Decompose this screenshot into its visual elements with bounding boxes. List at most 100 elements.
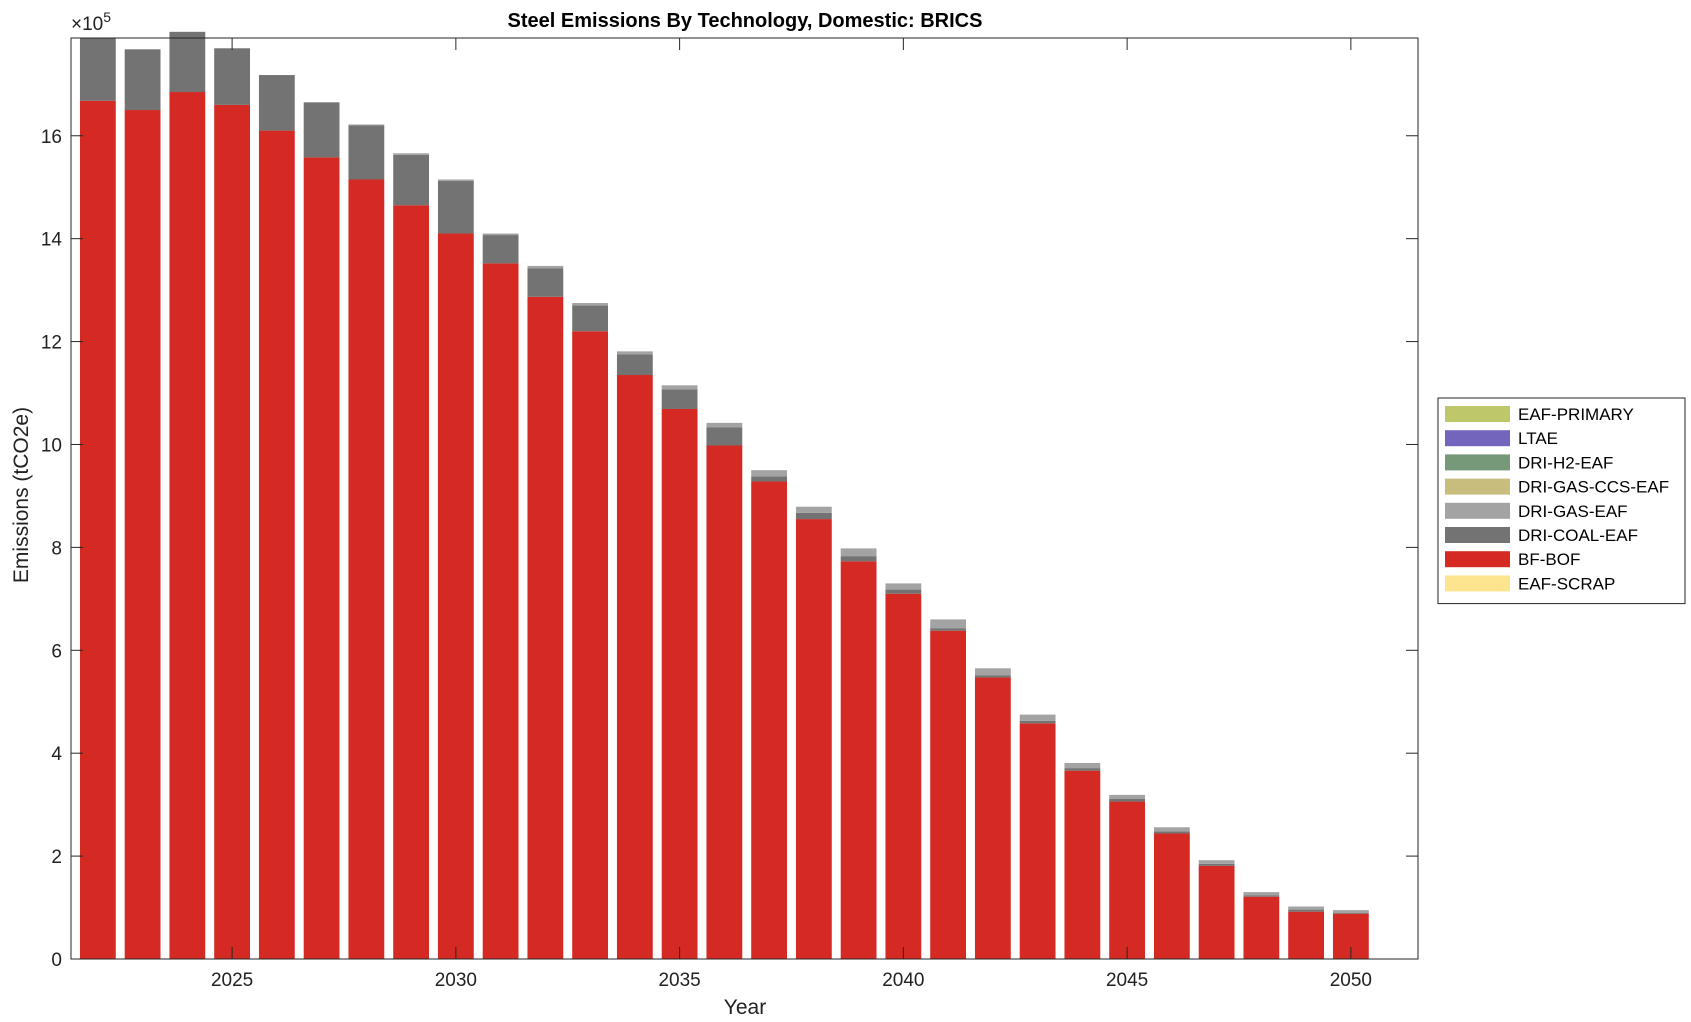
y-tick-label-14: 14 (41, 230, 63, 251)
bar-segment-dri-coal-eaf-2040 (885, 589, 922, 594)
bar-segment-dri-gas-eaf-2029 (393, 153, 430, 155)
y-tick-label-12: 12 (41, 333, 62, 354)
bar-segment-dri-gas-eaf-2049 (1288, 906, 1325, 910)
bar-segment-dri-gas-eaf-2034 (616, 351, 653, 355)
y-axis-label: Emissions (tCO2e) (10, 407, 33, 583)
bar-segment-bf-bof-2035 (661, 408, 698, 960)
bar-segment-bf-bof-2033 (572, 331, 609, 959)
bar-segment-dri-gas-eaf-2038 (795, 506, 832, 513)
bar-segment-bf-bof-2025 (214, 104, 250, 959)
bar-segment-dri-coal-eaf-2025 (214, 48, 250, 105)
bar-segment-bf-bof-2046 (1153, 833, 1190, 959)
x-tick-label-2045: 2045 (1106, 970, 1148, 991)
axes-layer: 0 2 4 6 8 10 12 14 16 2025 2030 2035 2040 2045 2050 (41, 37, 1419, 991)
bar-segment-dri-gas-eaf-2030 (437, 179, 474, 182)
legend-swatch-dri-coal-eaf (1445, 527, 1510, 543)
bar-segment-bf-bof-2047 (1198, 865, 1235, 959)
legend-swatch-dri-gas-eaf (1445, 502, 1510, 519)
bar-segment-dri-coal-eaf-2043 (1019, 720, 1056, 724)
y-tick-label-10: 10 (41, 435, 62, 456)
y-axis-exponent: ×105 (71, 9, 111, 35)
legend-label-dri-coal-eaf: DRI-COAL-EAF (1518, 526, 1638, 545)
y-tick-label-0: 0 (51, 950, 62, 971)
bar-segment-dri-gas-eaf-2046 (1153, 827, 1190, 832)
bar-segment-bf-bof-2027 (303, 157, 340, 959)
bar-segment-bf-bof-2039 (840, 561, 877, 959)
bar-segment-bf-bof-2030 (437, 233, 474, 959)
bar-segment-dri-gas-eaf-2044 (1064, 762, 1101, 769)
bar-segment-dri-gas-eaf-2031 (482, 233, 519, 236)
bar-segment-dri-coal-eaf-2033 (572, 305, 609, 332)
legend-swatch-eaf-scrap (1445, 575, 1510, 592)
bar-segment-bf-bof-2041 (930, 630, 967, 959)
bar-segment-dri-coal-eaf-2023 (124, 49, 161, 111)
bar-segment-dri-gas-eaf-2033 (572, 302, 609, 306)
bar-segment-dri-coal-eaf-2036 (706, 427, 743, 446)
bar-segment-bf-bof-2038 (795, 519, 832, 959)
legend-label-eaf-scrap: EAF-SCRAP (1518, 574, 1615, 593)
bar-segment-dri-coal-eaf-2044 (1064, 768, 1101, 771)
bar-segment-bf-bof-2023 (124, 110, 161, 959)
bar-segment-bf-bof-2031 (482, 263, 519, 959)
bar-segment-dri-gas-eaf-2042 (974, 668, 1011, 676)
bar-segment-dri-gas-eaf-2035 (661, 385, 698, 390)
x-tick-label-2040: 2040 (882, 970, 924, 991)
legend-label-eaf-primary: EAF-PRIMARY (1518, 405, 1634, 424)
bar-segment-dri-coal-eaf-2047 (1198, 863, 1235, 866)
bar-segment-dri-gas-eaf-2032 (527, 265, 564, 269)
bar-segment-dri-coal-eaf-2028 (348, 125, 385, 180)
bar-segment-dri-gas-eaf-2041 (930, 619, 967, 629)
bar-segment-dri-coal-eaf-2029 (393, 154, 430, 206)
legend-swatch-eaf-primary (1445, 406, 1510, 422)
bar-segment-bf-bof-2043 (1019, 723, 1056, 959)
bar-segment-dri-coal-eaf-2030 (437, 181, 474, 234)
y-exponent-power: 5 (103, 9, 111, 25)
bar-segment-dri-coal-eaf-2049 (1288, 909, 1325, 912)
bar-segment-bf-bof-2026 (258, 130, 295, 960)
x-axis-label: Year (724, 996, 766, 1019)
bar-segment-dri-coal-eaf-2032 (527, 268, 564, 297)
x-tick-label-2035: 2035 (658, 970, 700, 991)
bar-segment-bf-bof-2040 (885, 593, 922, 959)
bar-segment-bf-bof-2044 (1064, 770, 1101, 959)
bar-segment-dri-coal-eaf-2034 (616, 354, 653, 376)
bar-segment-dri-gas-eaf-2028 (348, 124, 385, 126)
bar-segment-dri-coal-eaf-2038 (795, 512, 832, 520)
x-tick-label-2030: 2030 (435, 970, 477, 991)
bar-segment-dri-coal-eaf-2035 (661, 389, 698, 409)
bar-segment-bf-bof-2028 (348, 179, 385, 960)
bar-segment-dri-coal-eaf-2046 (1153, 831, 1190, 834)
y-tick-label-6: 6 (51, 641, 62, 662)
bar-segment-dri-coal-eaf-2026 (258, 75, 295, 131)
bar-segment-bf-bof-2049 (1288, 911, 1325, 959)
bar-segment-dri-coal-eaf-2039 (840, 556, 877, 562)
legend-label-dri-gas-eaf: DRI-GAS-EAF (1518, 502, 1628, 521)
bar-segment-dri-coal-eaf-2045 (1109, 798, 1146, 802)
y-tick-label-4: 4 (51, 744, 62, 765)
bar-segment-dri-coal-eaf-2031 (482, 235, 519, 264)
legend-label-dri-gas-ccs-eaf: DRI-GAS-CCS-EAF (1518, 478, 1669, 497)
bar-segment-dri-gas-eaf-2045 (1109, 794, 1146, 799)
bar-segment-bf-bof-2024 (169, 92, 206, 959)
bar-segment-bf-bof-2042 (974, 677, 1011, 959)
bar-segment-dri-gas-eaf-2050 (1332, 910, 1369, 913)
bar-segment-bf-bof-2029 (393, 205, 430, 960)
legend-swatch-dri-h2-eaf (1445, 454, 1510, 471)
bar-segment-bf-bof-2045 (1109, 801, 1146, 959)
y-tick-label-2: 2 (51, 847, 62, 868)
bar-segment-bf-bof-2037 (751, 481, 788, 959)
legend-label-ltae: LTAE (1518, 429, 1558, 448)
legend-swatch-dri-gas-ccs-eaf (1445, 478, 1510, 495)
bar-segment-dri-gas-eaf-2040 (885, 583, 922, 590)
bar-segment-dri-coal-eaf-2027 (303, 102, 340, 158)
y-exponent-base: ×10 (71, 14, 103, 35)
bar-segment-dri-gas-eaf-2039 (840, 548, 877, 557)
legend-swatch-ltae (1445, 430, 1510, 447)
bar-segment-dri-gas-eaf-2036 (706, 422, 743, 428)
bar-segment-dri-coal-eaf-2041 (930, 628, 967, 631)
y-tick-label-16: 16 (41, 127, 62, 148)
bar-segment-dri-gas-eaf-2048 (1243, 892, 1280, 896)
legend-label-dri-h2-eaf: DRI-H2-EAF (1518, 453, 1613, 472)
legend-swatch-bf-bof (1445, 551, 1510, 568)
